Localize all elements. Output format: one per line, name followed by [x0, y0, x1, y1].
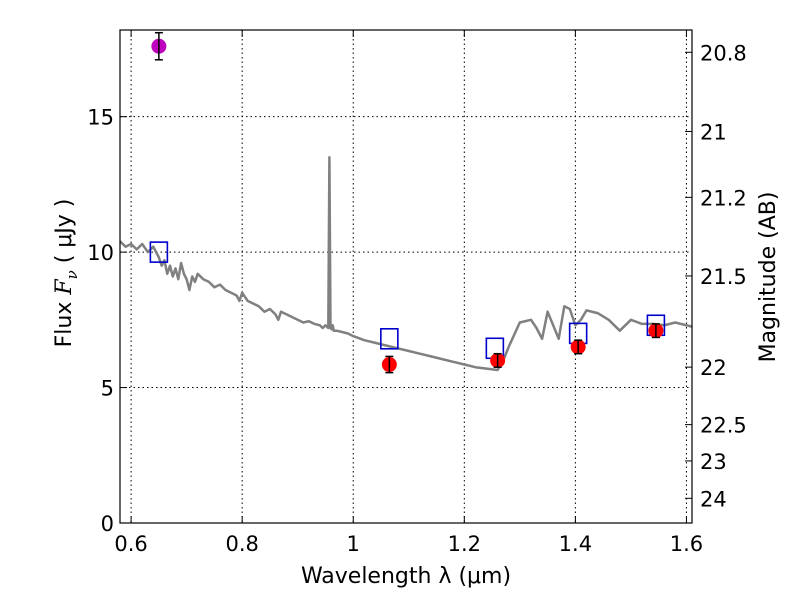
y-axis-label: Flux Fν ( μJy ): [52, 199, 81, 348]
mag-tick-label: 20.8: [700, 41, 747, 65]
tick-layer: 0.6 0.8 1 1.2 1.4 1.6 0 5 10 15 20.8 21 21.2 21.5 22 22…: [87, 30, 747, 556]
mag-tick-label: 22.5: [700, 414, 747, 438]
mag-tick-label: 24: [700, 487, 727, 511]
x-tick-label: 1.4: [559, 532, 592, 556]
grid-layer: [120, 30, 692, 523]
y-axis-label-prefix: Flux: [52, 295, 77, 348]
y-tick-label: 0: [101, 512, 114, 536]
observed-nir-point: [570, 339, 586, 355]
mag-tick-label: 21: [700, 120, 727, 144]
y-tick-label: 10: [87, 241, 114, 265]
y-tick-label: 15: [87, 106, 114, 130]
x-axis-label: Wavelength λ (μm): [301, 564, 511, 589]
observed-nir-point: [648, 323, 664, 339]
plot-frame: [119, 29, 693, 524]
observed-optical-point: [151, 31, 167, 61]
model-photometry-square: [380, 328, 399, 350]
x-tick-label: 1.6: [670, 532, 703, 556]
y2-axis-label: Magnitude (AB): [756, 192, 781, 363]
x-tick-label: 1.2: [448, 532, 481, 556]
y-tick-label: 5: [101, 377, 114, 401]
x-tick-label: 0.8: [225, 532, 258, 556]
y-axis-label-subscript: ν: [63, 270, 81, 279]
marker-layer: [149, 31, 666, 374]
mag-tick-label: 22: [700, 356, 727, 380]
observed-nir-point: [490, 352, 506, 368]
x-tick-label: 0.6: [114, 532, 147, 556]
mag-tick-label: 21.2: [700, 186, 747, 210]
spectrum-line: [119, 156, 693, 372]
observed-nir-point: [381, 355, 397, 374]
spectrum-layer: [119, 156, 693, 372]
x-tick-label: 1: [347, 532, 360, 556]
y-axis-label-symbol: F: [52, 279, 77, 296]
mag-tick-label: 21.5: [700, 265, 747, 289]
frame-layer: [119, 29, 693, 524]
y-axis-label-suffix: ( μJy ): [52, 199, 77, 271]
model-photometry-square: [149, 241, 169, 263]
mag-tick-label: 23: [700, 450, 727, 474]
